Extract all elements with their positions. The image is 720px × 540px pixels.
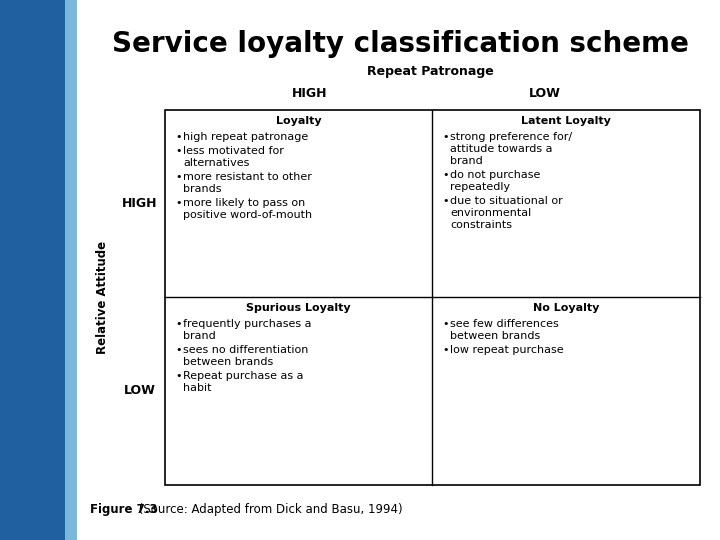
Text: frequently purchases a
brand: frequently purchases a brand xyxy=(183,319,312,341)
Text: do not purchase
repeatedly: do not purchase repeatedly xyxy=(450,170,541,192)
Text: •: • xyxy=(175,132,181,142)
Text: Latent Loyalty: Latent Loyalty xyxy=(521,116,611,126)
Text: sees no differentiation
between brands: sees no differentiation between brands xyxy=(183,345,308,367)
Text: high repeat patronage: high repeat patronage xyxy=(183,132,308,142)
Text: less motivated for
alternatives: less motivated for alternatives xyxy=(183,146,284,168)
Text: No Loyalty: No Loyalty xyxy=(533,303,599,313)
Text: more resistant to other
brands: more resistant to other brands xyxy=(183,172,312,194)
Text: •: • xyxy=(175,172,181,183)
Text: •: • xyxy=(442,132,449,142)
Text: Repeat purchase as a
habit: Repeat purchase as a habit xyxy=(183,371,304,393)
Text: •: • xyxy=(442,195,449,206)
Text: •: • xyxy=(175,199,181,208)
Text: Spurious Loyalty: Spurious Loyalty xyxy=(246,303,351,313)
Text: HIGH: HIGH xyxy=(122,197,158,210)
Text: •: • xyxy=(175,345,181,355)
Text: due to situational or
environmental
constraints: due to situational or environmental cons… xyxy=(450,195,563,230)
Text: (Source: Adapted from Dick and Basu, 1994): (Source: Adapted from Dick and Basu, 199… xyxy=(135,503,402,516)
Text: •: • xyxy=(442,319,449,329)
Text: more likely to pass on
positive word-of-mouth: more likely to pass on positive word-of-… xyxy=(183,199,312,220)
Text: Figure 7.3: Figure 7.3 xyxy=(90,503,158,516)
Text: Relative Attitude: Relative Attitude xyxy=(96,241,109,354)
Bar xyxy=(165,110,700,485)
Text: •: • xyxy=(442,170,449,179)
Text: see few differences
between brands: see few differences between brands xyxy=(450,319,559,341)
Text: •: • xyxy=(442,345,449,355)
Text: low repeat purchase: low repeat purchase xyxy=(450,345,564,355)
Text: LOW: LOW xyxy=(124,384,156,397)
Text: •: • xyxy=(175,319,181,329)
Text: HIGH: HIGH xyxy=(292,87,328,100)
Text: Service loyalty classification scheme: Service loyalty classification scheme xyxy=(112,30,688,58)
Text: strong preference for/
attitude towards a
brand: strong preference for/ attitude towards … xyxy=(450,132,572,166)
Text: •: • xyxy=(175,371,181,381)
Text: Repeat Patronage: Repeat Patronage xyxy=(366,65,493,78)
Text: •: • xyxy=(175,146,181,157)
Text: LOW: LOW xyxy=(529,87,561,100)
Text: Loyalty: Loyalty xyxy=(276,116,321,126)
